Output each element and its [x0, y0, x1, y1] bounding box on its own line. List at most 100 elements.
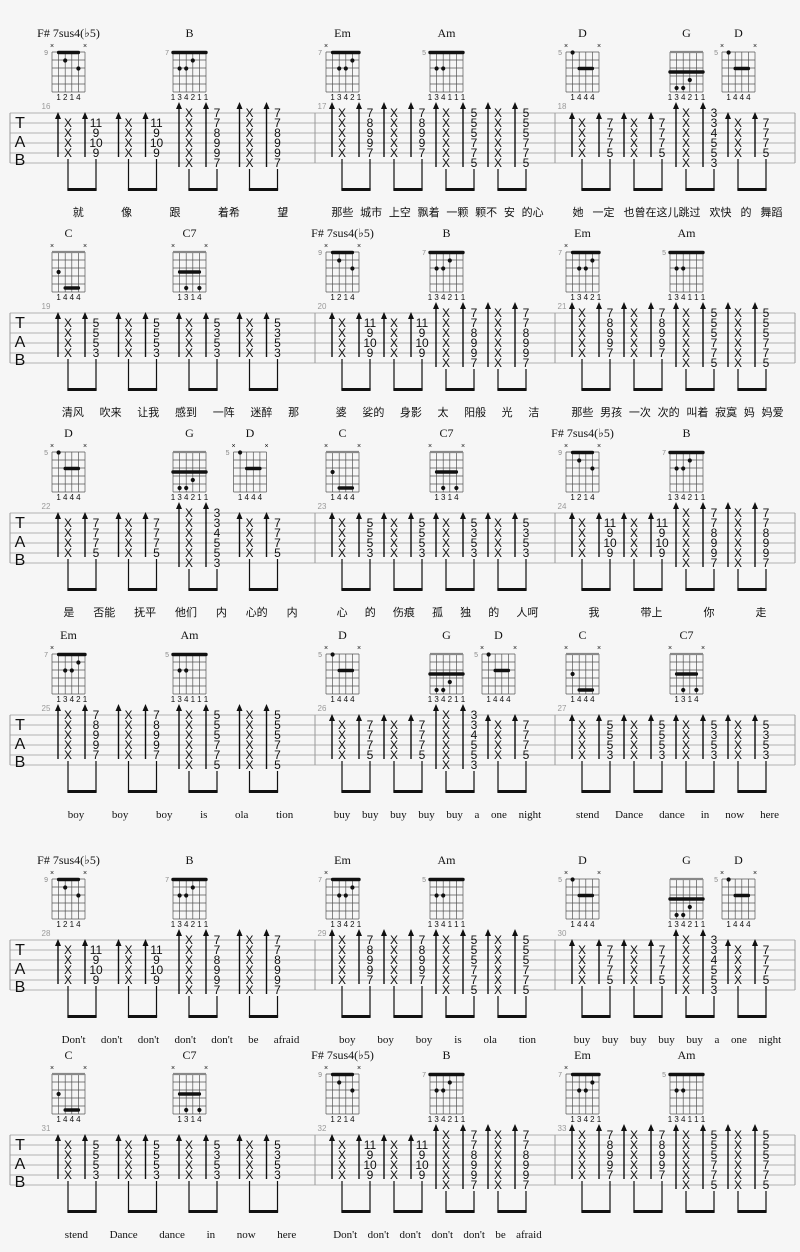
muted-x: X [442, 316, 450, 330]
muted-x: X [682, 356, 690, 370]
finger-number: 1 [428, 695, 433, 704]
chord-name: Em [334, 26, 351, 40]
finger-dot [190, 58, 195, 63]
note-beam [248, 1015, 279, 1018]
finger-dot [674, 1088, 679, 1093]
muted-x: X [245, 983, 253, 997]
finger-number: 2 [191, 493, 196, 502]
note-beam [341, 790, 371, 793]
muted-x: X [245, 536, 253, 550]
fret-number: 9 [214, 973, 221, 987]
strum-beat: X 5X 5X 5X 3 [115, 1134, 160, 1213]
fret-number: 7 [274, 156, 281, 170]
finger-dot [577, 266, 582, 271]
finger-dot [687, 458, 692, 463]
finger-number: 1 [197, 93, 202, 102]
fret-number: 5 [274, 728, 281, 742]
muted-x: X [578, 953, 586, 967]
up-arrow-icon [82, 312, 88, 319]
finger-number: 1 [674, 695, 679, 704]
chord-name: Am [678, 226, 697, 240]
finger-number: 3 [577, 1115, 582, 1124]
fret-number: 9 [659, 546, 666, 560]
fret-number: 3 [523, 526, 530, 540]
fret-number: 7 [274, 116, 281, 130]
diagram-base-fret: 5 [558, 877, 562, 884]
fret-number: 7 [607, 136, 614, 150]
fret-number: 7 [607, 306, 614, 320]
muted-x: X [494, 933, 502, 947]
fret-number: 3 [93, 346, 100, 360]
muted-x: X [578, 1168, 586, 1182]
fret-number: 4 [711, 953, 718, 967]
muted-x: X [682, 136, 690, 150]
muted-x: X [245, 738, 253, 752]
chord-name: C [64, 226, 72, 240]
note-beam [127, 588, 158, 591]
fret-number: 8 [419, 943, 426, 957]
lyric-word: now [237, 1229, 256, 1241]
fret-number: 7 [523, 306, 530, 320]
muted-x: X [124, 748, 132, 762]
lyric-word: 颗不 [475, 206, 497, 219]
finger-number: 4 [76, 493, 81, 502]
muted-x: X [185, 136, 193, 150]
finger-number: 4 [441, 93, 446, 102]
fret-number: 7 [153, 526, 160, 540]
strum-beat: X 7X 8X 9X 9X 7 [55, 704, 100, 793]
muted-x: X [185, 546, 193, 560]
fret-number: 9 [153, 973, 160, 987]
up-arrow-icon [381, 512, 387, 519]
finger-number: 4 [344, 695, 349, 704]
fret-number: 9 [607, 1148, 614, 1162]
finger-number: 1 [204, 93, 209, 102]
fret-number: 7 [274, 516, 281, 530]
lyric-word: 独 [460, 606, 471, 619]
lyric-word: 否能 [93, 605, 115, 619]
muted-x: X [390, 116, 398, 130]
muted-x: X [64, 738, 72, 752]
fret-number: 9 [607, 336, 614, 350]
finger-number: 1 [204, 493, 209, 502]
muted-x: X [338, 126, 346, 140]
muted-x: X [185, 963, 193, 977]
chord-diagram-g: G1 3 4 2 1 1 [668, 26, 706, 102]
finger-dot [177, 485, 182, 491]
muted-x: X [124, 953, 132, 967]
lyric-word: 是 [63, 606, 74, 619]
tab-system: T A B 22 D 5 × × 1 4 4 4 X 7 X 7 X 7 X 5 X 7 X 7 X 7 X 5 G 1 3 4 2 1 1 X 3 X 3… [0, 400, 800, 625]
finger-dot [447, 258, 452, 263]
fret-number: 5 [93, 336, 100, 350]
finger-dot [583, 266, 588, 271]
muted-x: X [338, 136, 346, 150]
finger-number: 1 [454, 1115, 459, 1124]
fret-number: 3 [711, 728, 718, 742]
muted-x: X [630, 326, 638, 340]
muted-x: X [494, 516, 502, 530]
fret-number: 9 [367, 346, 374, 360]
strum-beat: X 7X 8X 9X 9X 7 [115, 704, 160, 793]
muted-x: X [494, 336, 502, 350]
strum-beat: X 7X 7X 8X 9X 9X 7 [725, 502, 770, 591]
muted-x: X [64, 748, 72, 762]
muted-x: X [442, 758, 450, 772]
muted-x: X [185, 516, 193, 530]
measure-number: 18 [558, 102, 567, 111]
fret-number: 9 [607, 1158, 614, 1172]
lyric-word: 一颗 [446, 206, 468, 219]
muted-x: X [64, 536, 72, 550]
muted-x: X [494, 1168, 502, 1182]
fret-number: 5 [471, 953, 478, 967]
finger-number: 1 [701, 493, 706, 502]
lyric-word: 她 [573, 205, 584, 219]
fret-number: 3 [523, 546, 530, 560]
up-arrow-icon [725, 502, 731, 509]
fret-number: 5 [763, 356, 770, 370]
strum-beat: X 5X 5X 5X 7X 7X 5 [673, 1124, 718, 1213]
muted-x: X [630, 336, 638, 350]
fret-number: 7 [471, 356, 478, 370]
muted-x: X [64, 316, 72, 330]
muted-x: X [578, 516, 586, 530]
strum-beat: X 7X 8X 9X 9X 7 [569, 1124, 614, 1213]
muted-x: X [390, 336, 398, 350]
